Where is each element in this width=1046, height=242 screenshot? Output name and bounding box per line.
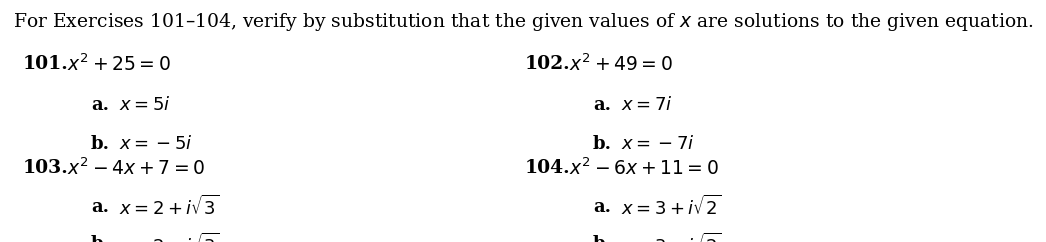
Text: $x^2 + 49 = 0$: $x^2 + 49 = 0$	[569, 53, 673, 75]
Text: $x = 2 + i\sqrt{3}$: $x = 2 + i\sqrt{3}$	[119, 195, 220, 219]
Text: $x^2 - 6x + 11 = 0$: $x^2 - 6x + 11 = 0$	[569, 158, 719, 179]
Text: $x = -7i$: $x = -7i$	[621, 135, 695, 153]
Text: $x = 3 - i\sqrt{2}$: $x = 3 - i\sqrt{2}$	[621, 232, 722, 242]
Text: $x = 2 - i\sqrt{3}$: $x = 2 - i\sqrt{3}$	[119, 232, 220, 242]
Text: b.: b.	[593, 235, 612, 242]
Text: 104.: 104.	[525, 159, 571, 177]
Text: 102.: 102.	[525, 55, 571, 73]
Text: 103.: 103.	[23, 159, 69, 177]
Text: $x = 7i$: $x = 7i$	[621, 96, 673, 114]
Text: a.: a.	[91, 198, 109, 216]
Text: $x^2 + 25 = 0$: $x^2 + 25 = 0$	[67, 53, 170, 75]
Text: $x = 5i$: $x = 5i$	[119, 96, 170, 114]
Text: b.: b.	[91, 235, 110, 242]
Text: $x = -5i$: $x = -5i$	[119, 135, 192, 153]
Text: 101.: 101.	[23, 55, 69, 73]
Text: $x = 3 + i\sqrt{2}$: $x = 3 + i\sqrt{2}$	[621, 195, 722, 219]
Text: b.: b.	[91, 135, 110, 153]
Text: For Exercises 101–104, verify by substitution that the given values of $x$ are s: For Exercises 101–104, verify by substit…	[13, 11, 1033, 33]
Text: $x^2 - 4x + 7 = 0$: $x^2 - 4x + 7 = 0$	[67, 158, 205, 179]
Text: a.: a.	[593, 96, 611, 114]
Text: a.: a.	[91, 96, 109, 114]
Text: b.: b.	[593, 135, 612, 153]
Text: a.: a.	[593, 198, 611, 216]
